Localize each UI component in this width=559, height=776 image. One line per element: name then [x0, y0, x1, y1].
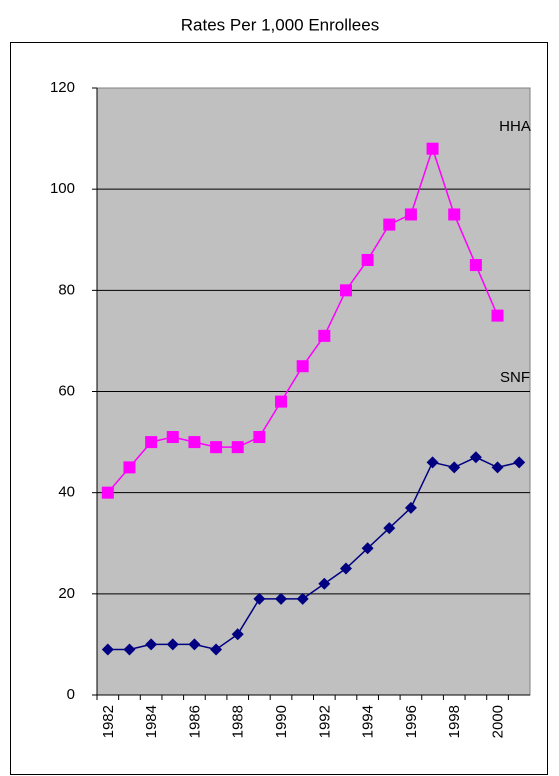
marker [296, 592, 309, 605]
marker [275, 395, 288, 408]
marker [166, 638, 179, 651]
series-label: HHA [499, 118, 531, 135]
marker [188, 436, 201, 449]
marker [404, 501, 417, 514]
x-tick-label: 1988 [230, 705, 247, 738]
x-tick-label: 2000 [489, 705, 506, 738]
x-tick-label: 1994 [360, 705, 377, 738]
marker [231, 441, 244, 454]
marker [318, 329, 331, 342]
marker [318, 577, 331, 590]
y-tick-label: 40 [58, 484, 75, 501]
marker [426, 142, 439, 155]
y-tick-label: 120 [50, 79, 75, 96]
marker [426, 456, 439, 469]
marker [145, 436, 158, 449]
marker [296, 360, 309, 373]
marker [166, 431, 179, 444]
marker [123, 461, 136, 474]
marker [383, 522, 396, 535]
x-tick-label: 1998 [446, 705, 463, 738]
marker [513, 456, 526, 469]
y-tick-label: 20 [58, 585, 75, 602]
marker [123, 643, 136, 656]
marker [448, 461, 461, 474]
chart-title: Rates Per 1,000 Enrollees [181, 15, 379, 34]
marker [361, 542, 374, 555]
marker [210, 441, 223, 454]
x-tick-label: 1992 [316, 705, 333, 738]
y-tick-label: 100 [50, 180, 75, 197]
marker [448, 208, 461, 221]
marker [339, 284, 352, 297]
marker [231, 628, 244, 641]
x-tick-label: 1990 [273, 705, 290, 738]
y-tick-label: 60 [58, 382, 75, 399]
x-tick-label: 1996 [403, 705, 420, 738]
marker [491, 461, 504, 474]
marker [339, 562, 352, 575]
marker [275, 592, 288, 605]
y-tick-label: 80 [58, 281, 75, 298]
marker [404, 208, 417, 221]
marker [469, 451, 482, 464]
marker [253, 431, 266, 444]
marker [253, 592, 266, 605]
marker [491, 309, 504, 322]
marker [101, 486, 114, 499]
marker [210, 643, 223, 656]
marker [361, 253, 374, 266]
marker [101, 643, 114, 656]
series-label: SNF [500, 369, 530, 386]
marker [145, 638, 158, 651]
x-tick-label: 1986 [186, 705, 203, 738]
x-tick-label: 1982 [100, 705, 117, 738]
marker [469, 259, 482, 272]
y-tick-label: 0 [67, 686, 75, 703]
marker [188, 638, 201, 651]
marker [383, 218, 396, 231]
x-tick-label: 1984 [143, 705, 160, 738]
